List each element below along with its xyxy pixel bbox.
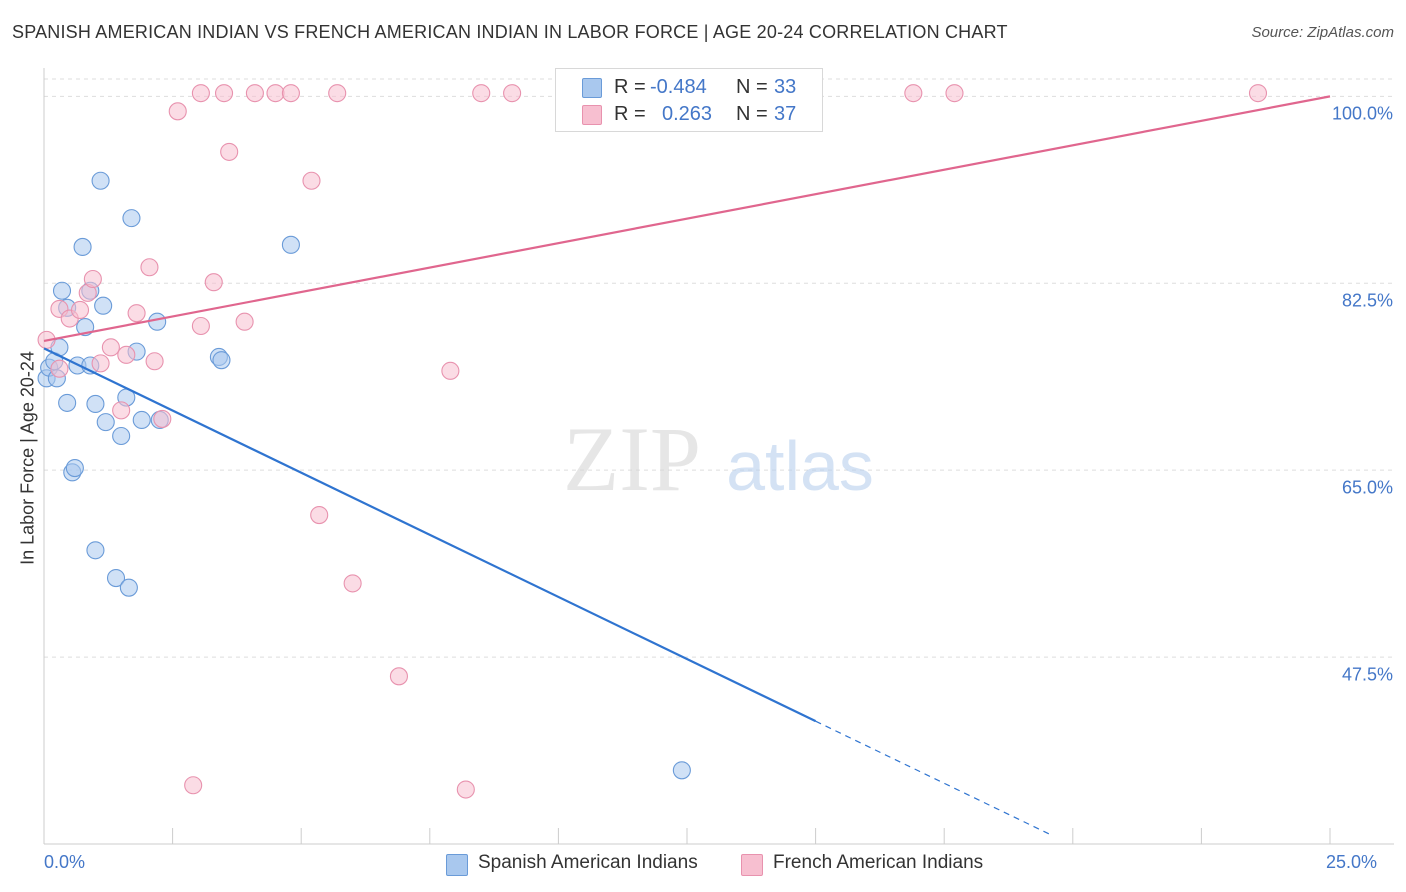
point-french-16 <box>184 776 203 795</box>
legend-label-spanish: Spanish American Indians <box>478 852 698 873</box>
point-spanish-31 <box>281 235 300 254</box>
y-tick-label-3: 100.0% <box>1331 103 1393 124</box>
point-french-22 <box>235 312 254 331</box>
point-french-24 <box>266 84 285 103</box>
n-label-blue: N = <box>736 76 768 98</box>
n-label-pink: N = <box>736 103 768 125</box>
point-spanish-30 <box>212 351 231 370</box>
y-tick-label-1: 65.0% <box>1341 477 1393 498</box>
point-french-9 <box>112 401 131 420</box>
point-spanish-19 <box>96 413 115 432</box>
legend-item-french: French American Indians <box>741 852 983 876</box>
watermark-atlas: atlas <box>726 427 874 505</box>
point-spanish-32 <box>672 761 691 780</box>
point-french-11 <box>127 304 146 323</box>
point-french-27 <box>310 505 329 525</box>
point-spanish-5 <box>52 281 72 300</box>
point-spanish-27 <box>148 312 167 331</box>
r-value-blue: -0.484 <box>650 76 707 98</box>
point-spanish-26 <box>132 410 151 430</box>
trend-extension-spanish <box>815 720 1053 836</box>
point-spanish-11 <box>73 237 92 257</box>
legend-label-french: French American Indians <box>773 852 984 873</box>
point-spanish-24 <box>122 209 141 228</box>
r-label-pink: R = <box>614 103 646 125</box>
source-credit: Source: ZipAtlas.com <box>1251 24 1394 41</box>
point-french-21 <box>220 142 239 161</box>
point-french-20 <box>214 84 234 103</box>
point-spanish-17 <box>91 171 110 190</box>
point-french-19 <box>204 273 223 292</box>
point-french-31 <box>441 361 460 380</box>
r-label-blue: R = <box>614 76 646 98</box>
point-french-17 <box>191 316 210 336</box>
point-french-32 <box>456 780 475 799</box>
blue-swatch <box>582 78 602 98</box>
point-french-36 <box>945 84 964 103</box>
legend-item-spanish: Spanish American Indians <box>446 852 698 876</box>
point-spanish-21 <box>112 426 131 446</box>
point-french-35 <box>904 84 923 103</box>
point-french-33 <box>472 84 491 103</box>
x-tick-label-min: 0.0% <box>44 852 86 872</box>
point-french-1 <box>50 359 69 378</box>
n-value-pink: 37 <box>774 103 797 125</box>
point-french-10 <box>117 345 136 364</box>
watermark-zip: ZIP <box>563 408 701 510</box>
point-french-13 <box>145 352 164 371</box>
chart-title: SPANISH AMERICAN INDIAN VS FRENCH AMERIC… <box>12 22 1008 42</box>
point-spanish-9 <box>65 458 84 478</box>
point-french-28 <box>328 84 347 103</box>
gridlines <box>44 78 1394 658</box>
point-french-15 <box>168 102 187 121</box>
point-french-25 <box>281 84 300 103</box>
point-spanish-23 <box>119 578 138 597</box>
n-value-blue: 33 <box>774 76 797 98</box>
trend-line-spanish <box>43 347 817 723</box>
trend-lines <box>43 95 1331 836</box>
x-tick-label-max: 25.0% <box>1326 852 1378 872</box>
point-french-30 <box>389 667 408 686</box>
y-tick-label-2: 82.5% <box>1341 290 1393 311</box>
point-french-7 <box>91 354 110 373</box>
point-french-34 <box>503 84 522 103</box>
point-spanish-16 <box>86 394 105 414</box>
trend-line-french <box>43 95 1331 343</box>
point-french-14 <box>153 409 172 428</box>
point-french-26 <box>302 171 321 190</box>
point-french-6 <box>83 269 102 289</box>
point-french-12 <box>140 258 159 277</box>
point-spanish-18 <box>94 296 113 315</box>
point-french-4 <box>70 300 90 320</box>
point-spanish-7 <box>58 393 77 412</box>
pink-swatch <box>582 105 602 125</box>
point-spanish-20 <box>106 569 126 588</box>
r-value-pink: 0.263 <box>662 103 713 125</box>
point-spanish-15 <box>86 541 105 560</box>
point-french-18 <box>191 84 210 103</box>
axes <box>43 68 1394 845</box>
point-french-23 <box>245 84 264 103</box>
data-points <box>37 84 1268 799</box>
point-french-37 <box>1248 84 1268 103</box>
point-french-29 <box>343 574 362 593</box>
y-tick-label-0: 47.5% <box>1341 664 1393 685</box>
legend-swatch-blue <box>446 854 468 876</box>
legend-swatch-pink <box>741 854 763 876</box>
point-french-8 <box>101 338 120 357</box>
stats-legend: R = -0.484 N = 33 R = 0.263 N = 37 <box>555 68 823 132</box>
